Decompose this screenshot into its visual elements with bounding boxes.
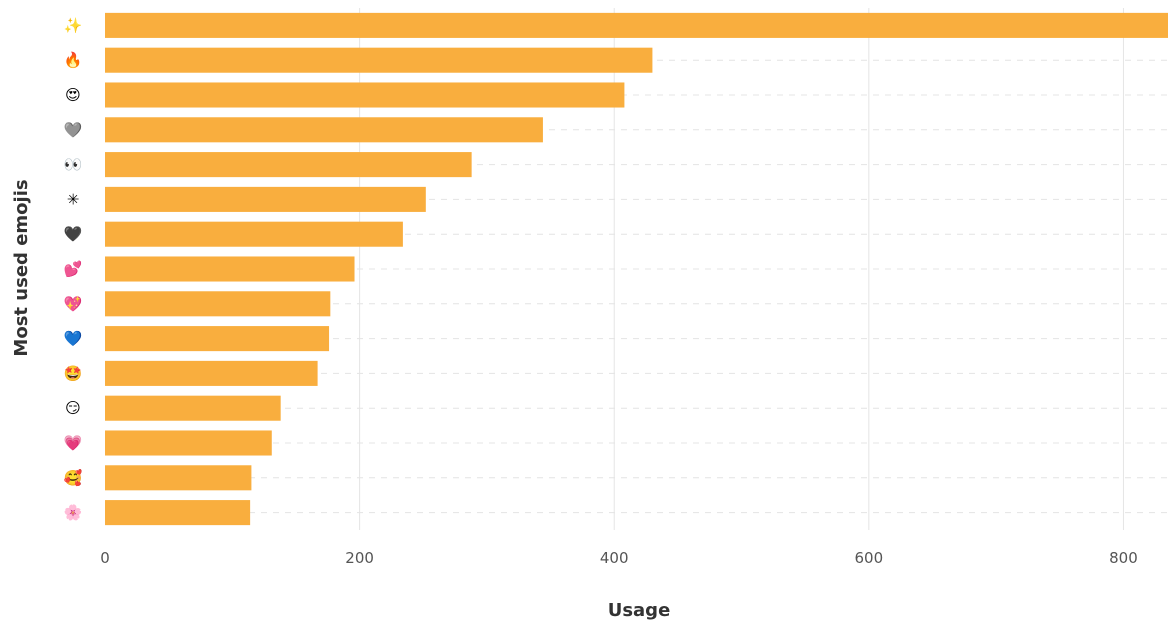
bar[interactable]: [105, 256, 355, 282]
y-tick-label: 💗: [64, 434, 83, 452]
x-tick-label: 0: [100, 549, 110, 567]
bar[interactable]: [105, 82, 625, 108]
x-axis-title: Usage: [608, 600, 671, 620]
y-tick-label: 😍: [65, 86, 81, 104]
y-tick-label: 🔥: [64, 51, 83, 69]
x-tick-labels: 0 200 400 600 800: [100, 549, 1138, 567]
bar[interactable]: [105, 12, 1168, 38]
y-tick-label: 💖: [64, 295, 83, 313]
x-tick-label: 600: [855, 549, 884, 567]
bar[interactable]: [105, 47, 653, 73]
bar[interactable]: [105, 500, 251, 526]
bar[interactable]: [105, 186, 426, 212]
y-tick-label: 👀: [64, 156, 83, 174]
y-tick-label: ✨: [64, 16, 83, 34]
y-tick-label: 💕: [64, 260, 83, 278]
y-tick-label: 🩶: [64, 121, 83, 139]
y-tick-labels: ✨ 🔥 😍 🩶 👀 ✳ 🖤 💕 💖 💙 🤩 😏 💗 🥰 🌸: [64, 16, 83, 521]
bar[interactable]: [105, 395, 281, 421]
y-tick-label: 🌸: [64, 504, 83, 522]
y-tick-label: 🥰: [64, 468, 83, 487]
bar[interactable]: [105, 360, 318, 386]
bar[interactable]: [105, 221, 403, 247]
x-tick-label: 400: [600, 549, 629, 567]
x-tick-label: 800: [1109, 549, 1138, 567]
bars-layer: [105, 12, 1168, 526]
y-tick-label: ✳: [67, 190, 80, 208]
bar[interactable]: [105, 326, 330, 352]
y-tick-label: 💙: [64, 330, 83, 348]
y-tick-label: 🖤: [64, 225, 83, 243]
x-tick-label: 200: [345, 549, 374, 567]
bar[interactable]: [105, 291, 331, 317]
bar[interactable]: [105, 117, 543, 143]
y-tick-label: 🤩: [64, 364, 83, 382]
bar[interactable]: [105, 430, 272, 456]
bar[interactable]: [105, 465, 252, 491]
y-axis-title: Most used emojis: [11, 179, 32, 356]
y-tick-label: 😏: [65, 399, 81, 417]
bar[interactable]: [105, 152, 472, 178]
